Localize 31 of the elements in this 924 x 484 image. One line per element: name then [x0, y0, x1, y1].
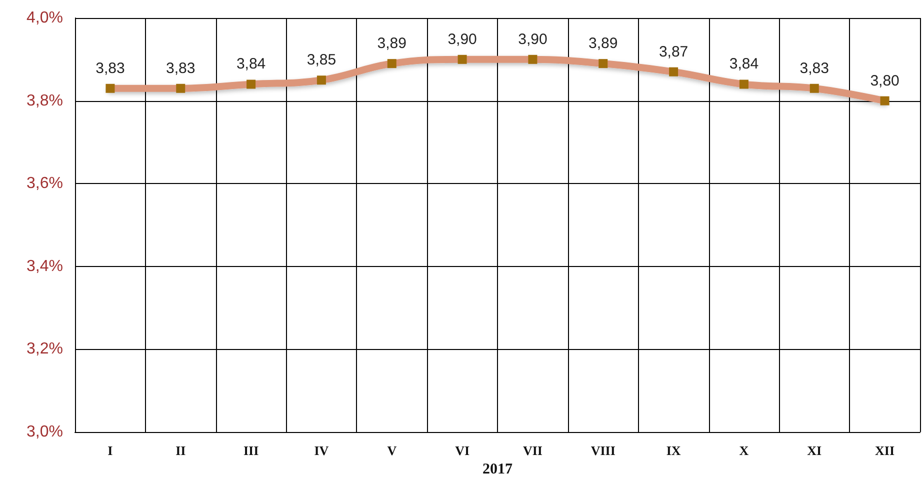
data-label: 3,89: [588, 35, 618, 52]
x-tick-label: II: [176, 443, 186, 458]
x-tick-label: IX: [666, 443, 682, 458]
data-label: 3,90: [518, 30, 548, 48]
x-tick-label: I: [108, 443, 113, 458]
data-label: 3,84: [729, 56, 759, 73]
y-tick-label: 3,6%: [26, 175, 63, 192]
x-axis-title: 2017: [482, 462, 513, 478]
x-tick-label: VII: [522, 443, 542, 458]
y-tick-label: 3,2%: [26, 340, 63, 358]
data-label: 3,83: [96, 60, 125, 77]
x-tick-label: VIII: [590, 443, 616, 458]
y-tick-label: 4,0%: [26, 10, 63, 26]
x-tick-label: VI: [455, 443, 470, 458]
data-label: 3,90: [448, 30, 477, 48]
y-tick-label: 3,8%: [26, 92, 63, 110]
x-tick-label: XII: [875, 443, 895, 458]
x-tick-label: III: [243, 443, 259, 458]
x-tick-label: X: [739, 443, 750, 458]
data-label: 3,85: [306, 52, 336, 69]
data-label: 3,80: [870, 72, 900, 90]
data-label: 3,89: [377, 35, 406, 52]
data-label: 3,84: [236, 56, 266, 73]
x-tick-label: IV: [314, 443, 330, 458]
data-label: 3,83: [166, 60, 196, 77]
y-tick-label: 3,4%: [26, 258, 63, 275]
data-label: 3,83: [800, 60, 829, 77]
x-tick-label: XI: [807, 443, 822, 458]
x-tick-label: V: [387, 443, 398, 458]
y-tick-label: 3,0%: [26, 424, 63, 440]
data-label: 3,87: [658, 43, 688, 60]
